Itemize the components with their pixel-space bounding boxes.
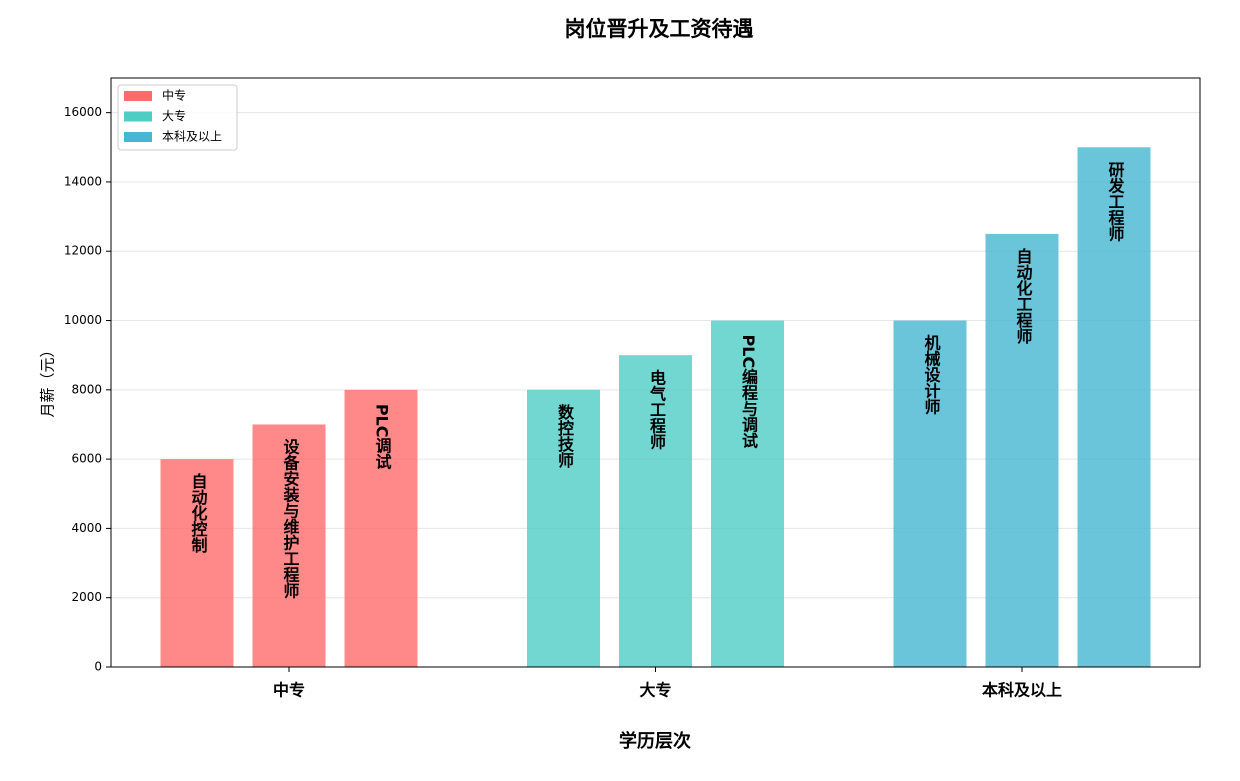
y-axis-label: 月薪（元） (39, 342, 57, 417)
legend-label: 本科及以上 (162, 130, 222, 144)
bar-label: 数控技师 (555, 403, 574, 469)
y-tick-label: 0 (94, 660, 102, 674)
legend-label: 大专 (162, 108, 186, 123)
x-tick-label: 中专 (273, 681, 305, 700)
y-tick-label: 12000 (64, 244, 102, 258)
bar-label: PLC调试 (373, 404, 392, 471)
bar-label: 研发工程师 (1106, 161, 1126, 242)
bar (252, 424, 326, 667)
bar (619, 355, 692, 667)
bar-label: 自动化控制 (189, 472, 208, 554)
x-tick-label: 本科及以上 (982, 681, 1062, 700)
bar (160, 459, 234, 667)
bar (527, 389, 600, 667)
plot-frame (110, 77, 1201, 668)
bar-label: 自动化工程师 (1014, 247, 1033, 345)
x-tick-label: 大专 (639, 681, 671, 700)
x-axis-label: 学历层次 (619, 730, 691, 752)
y-tick-label: 16000 (64, 105, 102, 119)
bar (711, 320, 784, 667)
bar-label: 设备安装与维护工程师 (281, 438, 301, 599)
y-tick-label: 8000 (71, 382, 102, 396)
legend-swatch (124, 91, 152, 101)
bar (344, 389, 418, 667)
y-tick-label: 6000 (71, 452, 102, 466)
legend-label: 中专 (162, 88, 186, 103)
y-tick-label: 10000 (64, 313, 102, 327)
bar-label: 电气工程师 (647, 368, 667, 450)
y-tick-label: 4000 (71, 521, 102, 535)
chart-title: 岗位晋升及工资待遇 (565, 17, 754, 41)
bar (893, 320, 967, 667)
bar-label: PLC编程与调试 (739, 335, 758, 450)
y-tick-label: 14000 (64, 174, 102, 188)
y-tick-label: 2000 (71, 590, 102, 604)
bar (1077, 147, 1151, 667)
bar-label: 机械设计师 (922, 334, 941, 416)
legend-swatch (124, 111, 152, 122)
legend-swatch (124, 132, 152, 142)
bar (985, 233, 1059, 668)
